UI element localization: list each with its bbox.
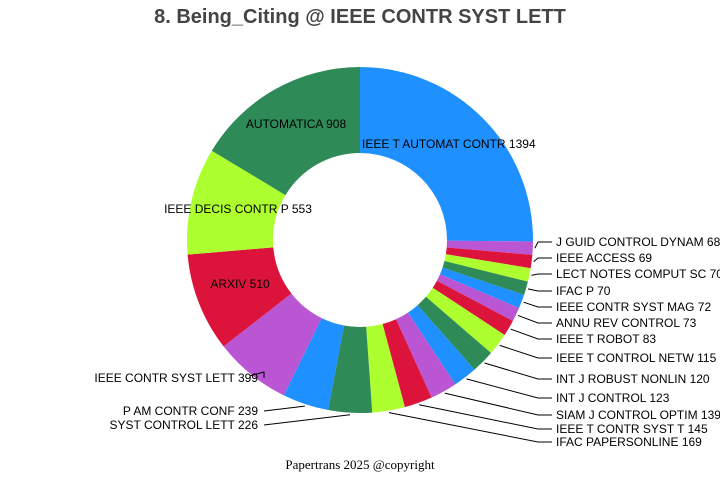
slice-label: ANNU REV CONTROL 73 xyxy=(556,316,697,330)
slice-ieee-contr-syst-mag xyxy=(439,267,525,309)
chart-title: 8. Being_Citing @ IEEE CONTR SYST LETT xyxy=(154,6,566,28)
slice-label: SIAM J CONTROL OPTIM 139 xyxy=(556,408,720,422)
slice-ifac-papersonline xyxy=(366,324,405,413)
slice-label: J GUID CONTROL DYNAM 68 xyxy=(556,235,720,249)
slice-j-guid-control-dynam xyxy=(446,240,533,255)
leader-line xyxy=(484,362,552,380)
leader-line xyxy=(533,257,552,263)
footer-copyright: Papertrans 2025 @copyright xyxy=(285,457,435,472)
slice-ifac-p xyxy=(442,260,528,295)
slice-label: IEEE CONTR SYST LETT 399 xyxy=(94,371,258,385)
slice-annu-rev-control xyxy=(436,274,520,321)
leader-line xyxy=(523,301,552,308)
leader-line xyxy=(263,405,305,412)
slice-label: IEEE T CONTR SYST T 145 xyxy=(556,422,708,436)
slice-label: IEEE T AUTOMAT CONTR 1394 xyxy=(362,137,536,151)
leader-line xyxy=(499,344,552,359)
leader-line xyxy=(263,414,351,426)
leader-line xyxy=(527,288,552,292)
slice-label: IFAC PAPERSONLINE 169 xyxy=(556,435,702,449)
leader-line xyxy=(466,378,552,399)
slice-label: LECT NOTES COMPUT SC 70 xyxy=(556,267,720,281)
slice-label: IFAC P 70 xyxy=(556,284,611,298)
leader-line xyxy=(388,412,552,443)
slice-ieee-access xyxy=(445,247,533,269)
slice-label: IEEE ACCESS 69 xyxy=(556,251,652,265)
slice-label: IEEE DECIS CONTR P 553 xyxy=(164,202,312,216)
slice-label: INT J ROBUST NONLIN 120 xyxy=(556,372,710,386)
slice-label: IEEE CONTR SYST MAG 72 xyxy=(556,300,711,314)
leader-line xyxy=(517,314,552,324)
slice-int-j-robust-nonlin xyxy=(417,296,492,370)
slice-ieee-contr-syst-lett xyxy=(223,293,322,396)
slice-label: SYST CONTROL LETT 226 xyxy=(110,418,259,432)
slice-ieee-t-robot xyxy=(432,280,513,335)
slice-label: P AM CONTR CONF 239 xyxy=(123,404,258,418)
leader-line xyxy=(249,371,265,378)
leader-line xyxy=(444,392,552,416)
slice-label: AUTOMATICA 908 xyxy=(246,117,347,131)
slice-p-am-contr-conf xyxy=(283,318,344,411)
slice-lect-notes-comput-sc xyxy=(444,254,531,282)
slice-label: IEEE T CONTROL NETW 115 xyxy=(556,351,717,365)
slice-label: IEEE T ROBOT 83 xyxy=(556,332,656,346)
slice-arxiv xyxy=(187,247,292,347)
slice-label: ARXIV 510 xyxy=(210,277,270,291)
leader-line xyxy=(534,241,552,249)
leader-line xyxy=(531,273,552,276)
slice-ieee-t-contr-syst-t xyxy=(382,319,432,408)
leader-line xyxy=(510,328,552,340)
slice-label: INT J CONTROL 123 xyxy=(556,391,670,405)
slice-automatica xyxy=(211,66,360,196)
slice-ieee-t-automat-contr xyxy=(360,67,533,242)
slice-int-j-control xyxy=(407,305,475,385)
slice-ieee-t-control-netw xyxy=(425,287,505,353)
leader-line xyxy=(418,404,552,430)
slice-syst-control-lett xyxy=(328,325,373,413)
slice-siam-j-control-optim xyxy=(396,312,456,398)
slice-ieee-decis-contr-p xyxy=(187,150,286,255)
